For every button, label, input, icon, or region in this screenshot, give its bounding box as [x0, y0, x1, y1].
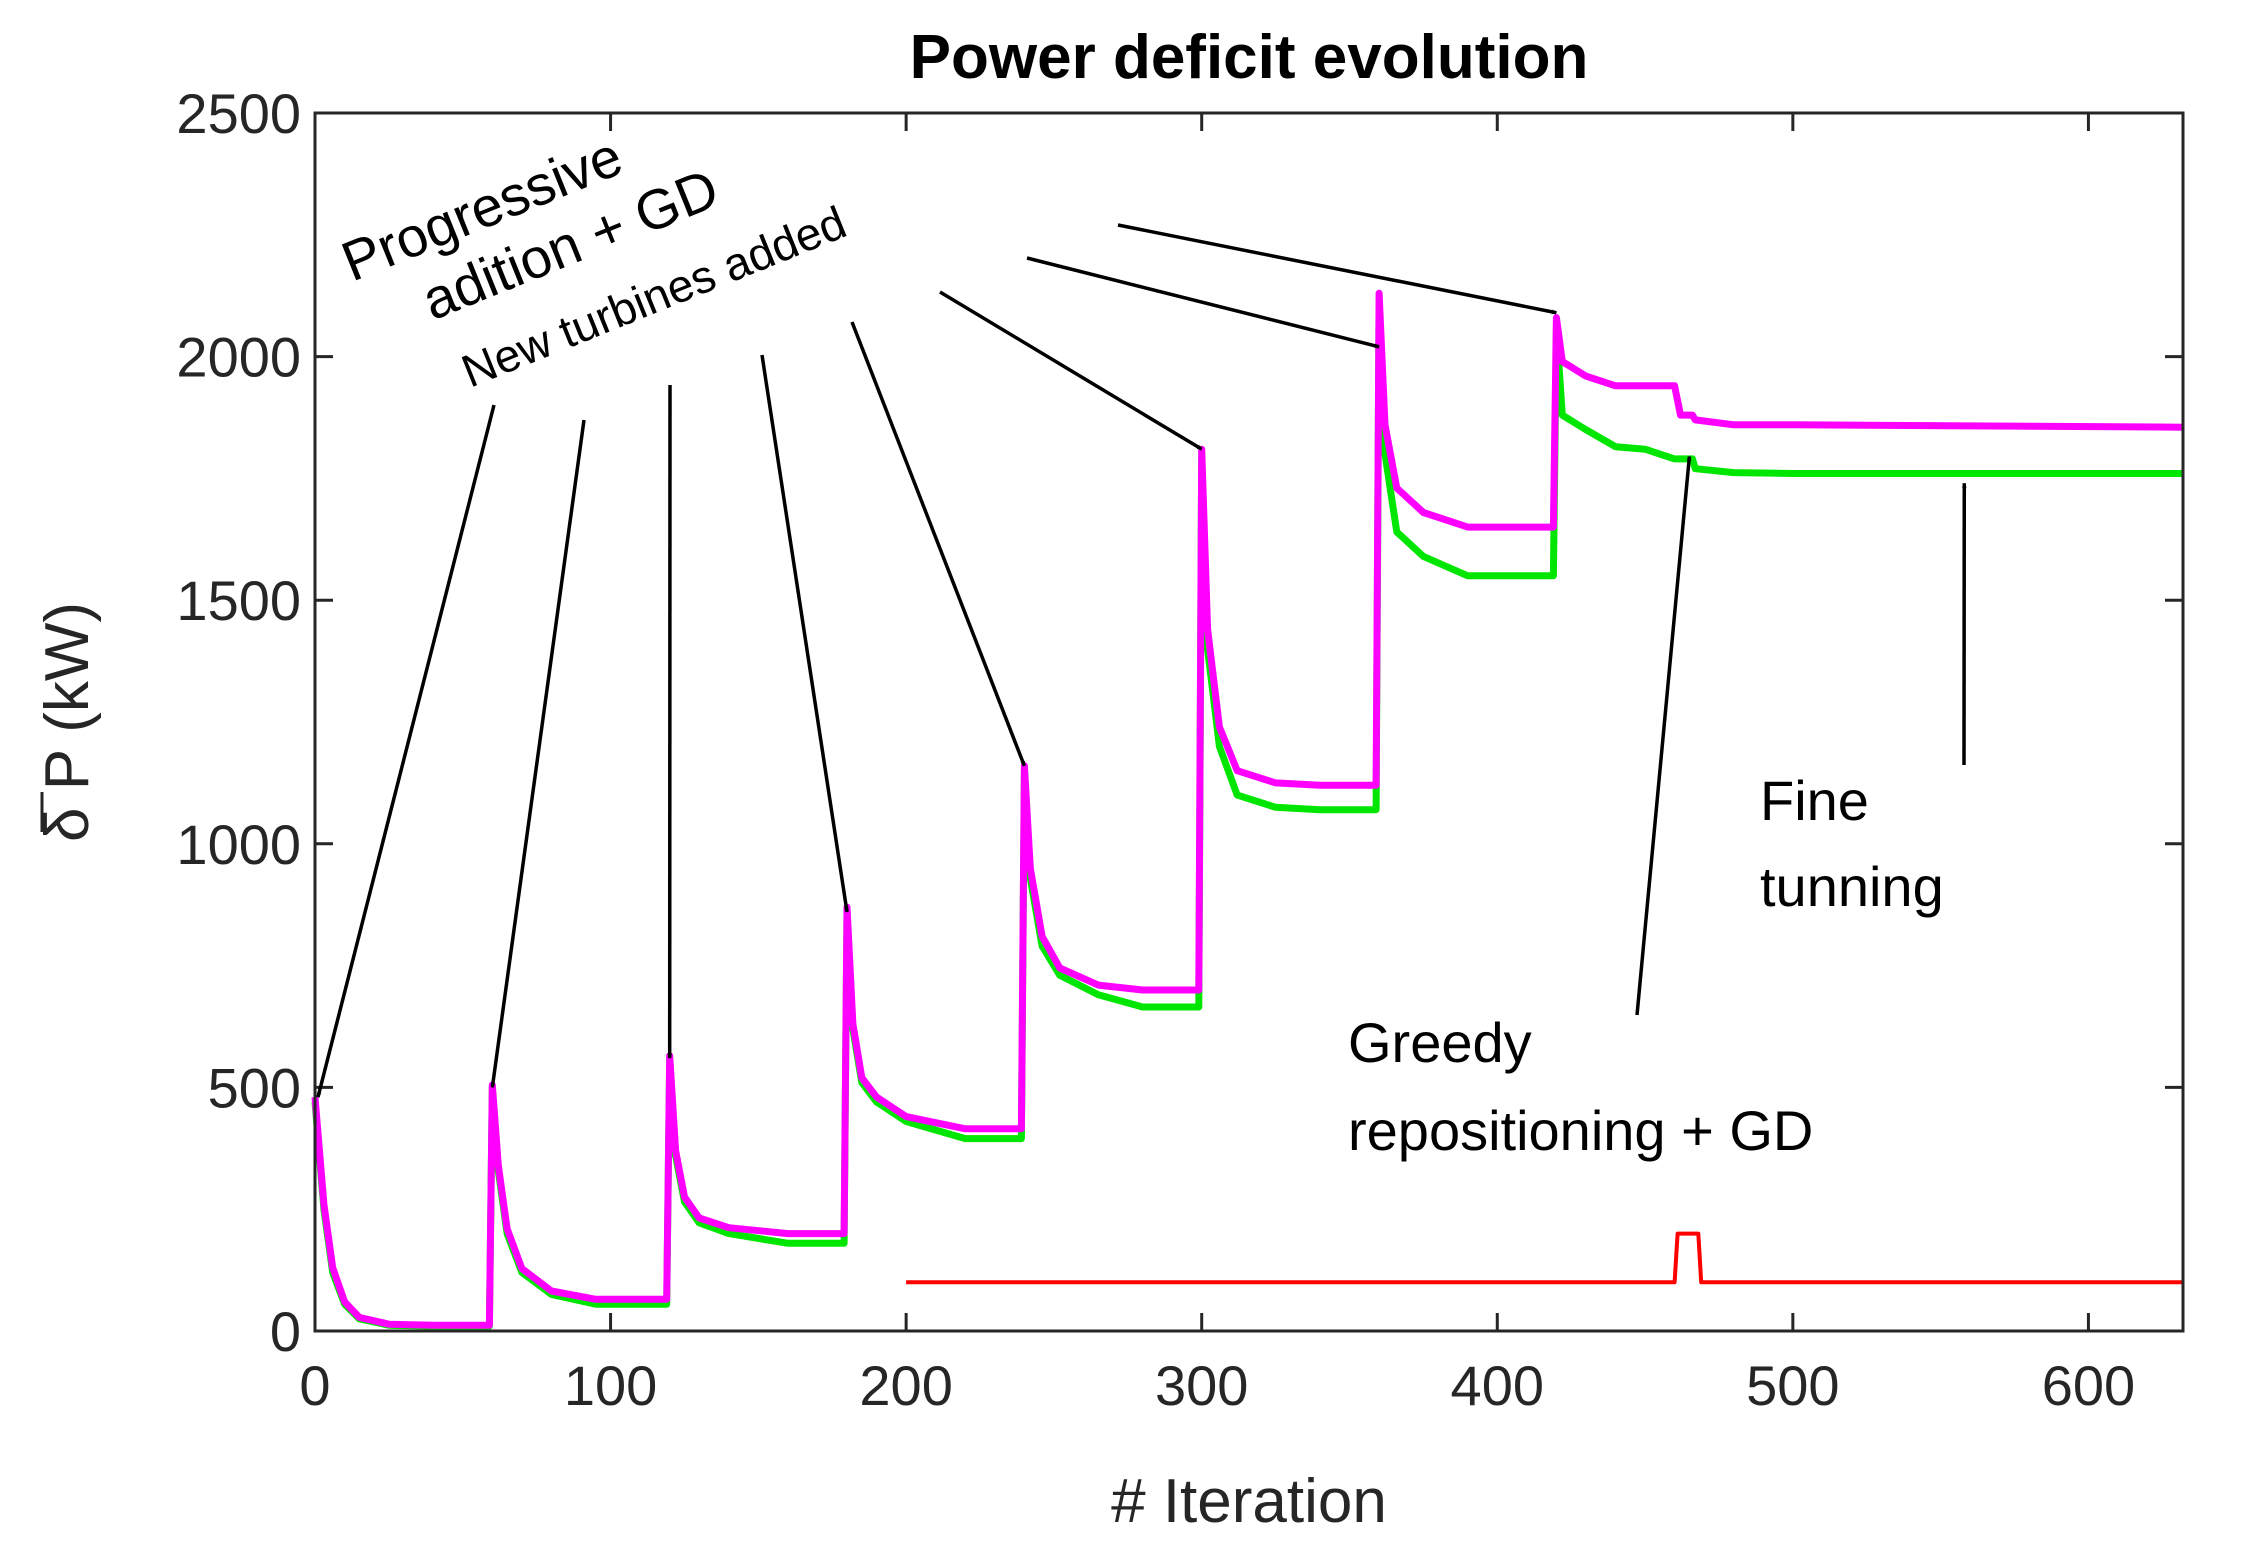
y-tick-label: 2000: [176, 326, 301, 389]
series-magenta-line: [311, 289, 2184, 1329]
y-axis-label: δ P (kW): [33, 602, 102, 842]
annotation-greedy: Greedy repositioning + GD: [1348, 1011, 1813, 1162]
annotation-arrow: [1117, 223, 1557, 315]
x-tick-label: 100: [564, 1354, 657, 1417]
x-tick-label: 600: [2042, 1354, 2135, 1417]
series-layer: [311, 289, 2184, 1330]
y-tick-label: 500: [208, 1056, 301, 1119]
x-axis-label: # Iteration: [1111, 1467, 1387, 1536]
y-tick-label: 1500: [176, 569, 301, 632]
annotation-fine-tuning: Fine tunning: [1760, 769, 1944, 918]
ticks-layer: 0 100 200 300 400 500 600 0 500 1000 1500 2000 2500: [176, 82, 2183, 1417]
x-tick-label: 200: [859, 1354, 952, 1417]
annotation-fine-line-1: Fine: [1760, 769, 1869, 832]
x-tick-label: 0: [299, 1354, 330, 1417]
annotation-fine-line-2: tunning: [1760, 855, 1944, 918]
arrows-layer: [316, 223, 1967, 1098]
annotation-arrow: [1026, 256, 1380, 349]
chart-title: Power deficit evolution: [910, 23, 1589, 92]
y-tick-label: 1000: [176, 813, 301, 876]
y-tick-label: 0: [270, 1300, 301, 1363]
annotation-arrow: [490, 419, 586, 1088]
annotation-arrow: [316, 404, 496, 1098]
annotation-arrow: [939, 290, 1203, 451]
annotation-arrow: [1635, 455, 1692, 1016]
annotation-greedy-line-1: Greedy: [1348, 1011, 1532, 1074]
plot-area: [315, 113, 2183, 1331]
annotation-greedy-line-2: repositioning + GD: [1348, 1099, 1813, 1162]
series-red-line: [906, 1231, 2183, 1285]
x-tick-label: 400: [1451, 1354, 1544, 1417]
annotation-arrow: [760, 354, 849, 913]
x-tick-label: 300: [1155, 1354, 1248, 1417]
x-tick-label: 500: [1746, 1354, 1839, 1417]
y-tick-label: 2500: [176, 82, 301, 145]
axes-box: [313, 111, 2185, 1333]
annotation-arrow: [850, 321, 1026, 767]
